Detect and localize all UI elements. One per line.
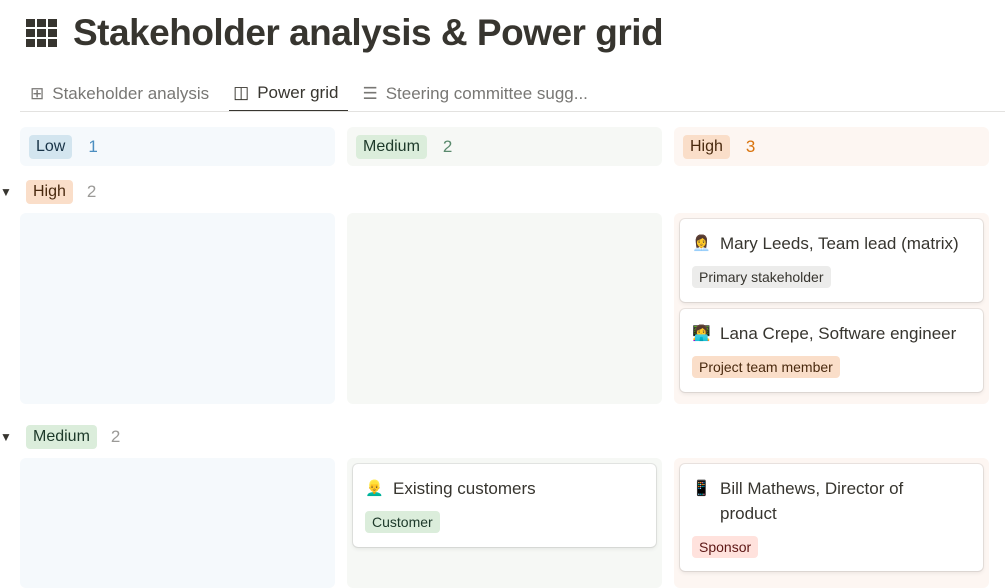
tab-label: Power grid [257,83,339,102]
divider [20,111,1005,112]
group-count: 2 [110,427,121,446]
board-icon: ◫ [233,83,250,102]
column-count: 3 [745,136,756,156]
tab-power-grid[interactable]: ◫ Power grid [229,76,349,112]
group-header-high[interactable]: ▼ High 2 [0,180,96,204]
emoji-icon: 👩‍💻 [692,325,711,342]
card-title: Lana Crepe, Software engineer [720,324,957,343]
column-count: 1 [88,136,98,156]
card-tag: Project team member [692,356,840,378]
column-label: High [683,134,730,159]
cell-medium-low [20,458,335,588]
card-tag: Primary stakeholder [692,266,831,288]
tab-steering-committee[interactable]: ☰ Steering committee sugg... [358,76,597,112]
tab-label: Steering committee sugg... [385,84,588,103]
card-mary-leeds[interactable]: 👩‍💼 Mary Leeds, Team lead (matrix) Primar… [680,219,983,302]
card-title: Existing customers [393,479,536,498]
card-lana-crepe[interactable]: 👩‍💻 Lana Crepe, Software engineer Project… [680,309,983,392]
tab-stakeholder-analysis[interactable]: ⊞ Stakeholder analysis [26,76,219,112]
column-label: Low [29,134,73,159]
view-tabs: ⊞ Stakeholder analysis ◫ Power grid ☰ Steer… [26,76,608,112]
page-header: Stakeholder analysis & Power grid [26,12,664,54]
column-count: 2 [442,136,453,156]
gallery-grid-icon [26,19,57,47]
column-header-low[interactable]: Low 1 [20,127,335,166]
group-label: High [26,180,73,204]
cell-high-medium [347,213,662,404]
cell-high-low [20,213,335,404]
column-header-high[interactable]: High 3 [674,127,989,166]
table-icon: ⊞ [30,84,45,103]
page-title: Stakeholder analysis & Power grid [73,12,664,53]
card-existing-customers[interactable]: 👱‍♂️ Existing customers Customer [353,464,656,547]
column-label: Medium [356,134,427,159]
emoji-icon: 👱‍♂️ [365,480,384,497]
group-label: Medium [26,425,97,449]
card-tag: Customer [365,511,440,533]
card-title: Mary Leeds, Team lead (matrix) [720,234,959,253]
group-header-medium[interactable]: ▼ Medium 2 [0,425,120,449]
list-icon: ☰ [362,84,378,103]
group-count: 2 [86,182,97,201]
emoji-icon: 📱 [692,480,711,497]
emoji-icon: 👩‍💼 [692,235,711,252]
collapse-triangle-icon[interactable]: ▼ [0,185,12,199]
column-header-medium[interactable]: Medium 2 [347,127,662,166]
card-tag: Sponsor [692,536,759,558]
collapse-triangle-icon[interactable]: ▼ [0,430,12,444]
card-bill-mathews[interactable]: 📱 Bill Mathews, Director of product Spons… [680,464,983,571]
card-title: Bill Mathews, Director of product [720,479,904,523]
tab-label: Stakeholder analysis [52,84,210,103]
